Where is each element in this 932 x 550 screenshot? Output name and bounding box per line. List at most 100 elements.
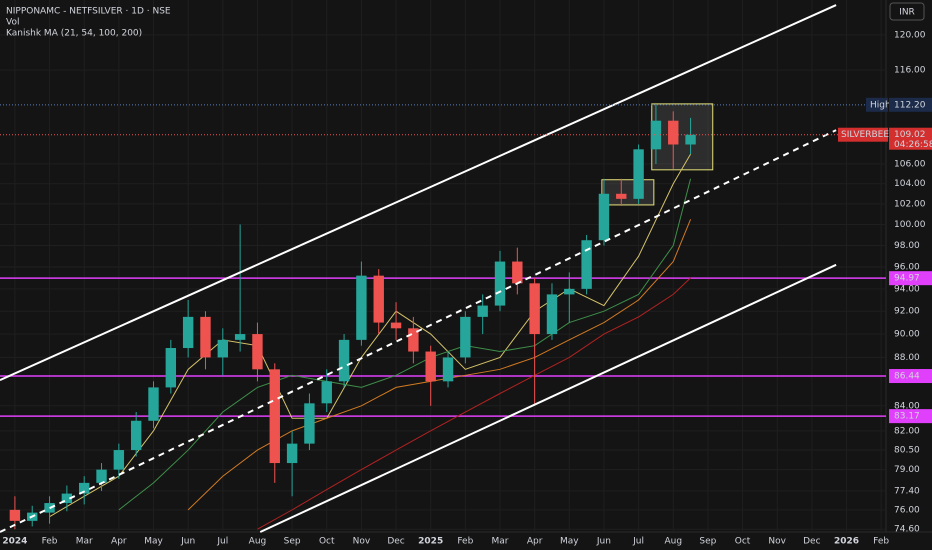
candle-body	[477, 305, 488, 317]
y-tick-label: 82.00	[894, 426, 920, 436]
x-tick-label: Jul	[216, 537, 228, 547]
y-tick-label: 102.00	[894, 199, 926, 209]
high-tag-label: High	[870, 100, 891, 110]
candle-body	[616, 193, 627, 199]
candle-body	[494, 261, 506, 306]
x-tick-label: Aug	[249, 537, 267, 547]
candle-body	[338, 339, 350, 382]
candle-body	[546, 294, 558, 335]
candle-body	[234, 334, 246, 340]
x-tick-label: Jun	[596, 537, 611, 547]
candle-body	[165, 348, 177, 388]
y-tick-label: 96.00	[894, 262, 920, 272]
indicator-label: Kanishk MA (21, 54, 100, 200)	[6, 29, 142, 39]
x-tick-label: 2025	[418, 537, 443, 547]
x-tick-label: Mar	[492, 537, 509, 547]
x-tick-label: Oct	[735, 537, 751, 547]
last-price-tag	[889, 127, 932, 150]
x-tick-label: Jun	[180, 537, 195, 547]
candle-body	[286, 443, 298, 464]
x-tick-label: May	[560, 537, 579, 547]
x-tick-label: Dec	[803, 537, 820, 547]
x-tick-label: Feb	[457, 537, 473, 547]
candle-body	[425, 351, 436, 382]
candle-body	[356, 275, 367, 340]
candle-body	[373, 275, 384, 323]
x-tick-label: Aug	[664, 537, 682, 547]
currency-label[interactable]: INR	[899, 8, 915, 18]
candle-body	[304, 403, 315, 444]
candle-body	[252, 334, 263, 370]
y-tick-label: 100.00	[894, 220, 926, 230]
y-tick-label: 88.00	[894, 353, 920, 363]
candle-body	[200, 316, 211, 358]
candle-body	[130, 420, 142, 451]
volume-label: Vol	[6, 18, 19, 28]
y-tick-label: 106.00	[894, 159, 926, 169]
x-tick-label: Sep	[284, 537, 301, 547]
last-name-label: SILVERBEES	[841, 130, 895, 140]
last-name-tag	[838, 127, 888, 142]
level-tag	[889, 271, 932, 286]
y-tick-label: 90.00	[894, 330, 920, 340]
y-tick-label: 77.40	[894, 486, 920, 496]
level-tag	[889, 369, 932, 384]
candle-body	[79, 482, 90, 494]
candle-body	[633, 149, 644, 199]
candle-body	[408, 328, 419, 352]
y-tick-label: 80.50	[894, 446, 920, 456]
x-tick-label: 2026	[834, 537, 859, 547]
candle-body	[650, 120, 662, 150]
candle-body	[217, 339, 228, 358]
moving-average	[257, 277, 691, 530]
x-tick-label: May	[144, 537, 163, 547]
candle-body	[61, 493, 73, 504]
y-tick-label: 104.00	[894, 179, 926, 189]
y-tick-label: 92.00	[894, 307, 920, 317]
x-tick-label: Feb	[873, 537, 889, 547]
y-tick-label: 98.00	[894, 241, 920, 251]
x-tick-label: Feb	[42, 537, 58, 547]
candle-body	[390, 322, 402, 329]
candle-body	[113, 450, 125, 470]
candle-body	[182, 316, 194, 349]
level-tag	[889, 409, 932, 424]
moving-average	[118, 178, 692, 511]
x-tick-label: Oct	[319, 537, 335, 547]
x-tick-label: Jul	[632, 537, 644, 547]
level-tag-label: 94.97	[894, 274, 920, 284]
high-tag	[866, 97, 888, 112]
x-tick-label: 2024	[2, 537, 27, 547]
candle-body	[668, 120, 679, 145]
level-tag-label: 83.17	[894, 412, 920, 422]
candle-body	[529, 283, 540, 335]
candle-body	[96, 469, 107, 483]
y-tick-label: 74.60	[894, 525, 920, 535]
y-tick-label: 76.00	[894, 505, 920, 515]
y-tick-label: 79.00	[894, 465, 920, 475]
y-tick-label: 116.00	[894, 66, 926, 76]
candle-body	[442, 357, 454, 382]
level-tag-label: 86.44	[894, 372, 920, 382]
candle-body	[512, 261, 523, 284]
chart-title: NIPPONAMC - NETFSILVER · 1D · NSE	[6, 7, 171, 17]
trend-channel	[0, 129, 837, 533]
trend-channel	[259, 263, 837, 533]
x-tick-label: Nov	[768, 537, 786, 547]
candle-body	[685, 134, 696, 145]
range-box	[601, 179, 655, 206]
currency-button[interactable]	[889, 2, 925, 21]
candle-body	[9, 509, 21, 521]
candle-body	[598, 193, 610, 241]
candle-body	[269, 369, 280, 464]
candle-body	[564, 288, 575, 295]
candle-body	[581, 240, 592, 289]
countdown-label: 04:26:58	[894, 140, 932, 150]
x-tick-label: Mar	[76, 537, 93, 547]
high-price-tag	[889, 97, 932, 112]
candle-body	[460, 316, 471, 358]
